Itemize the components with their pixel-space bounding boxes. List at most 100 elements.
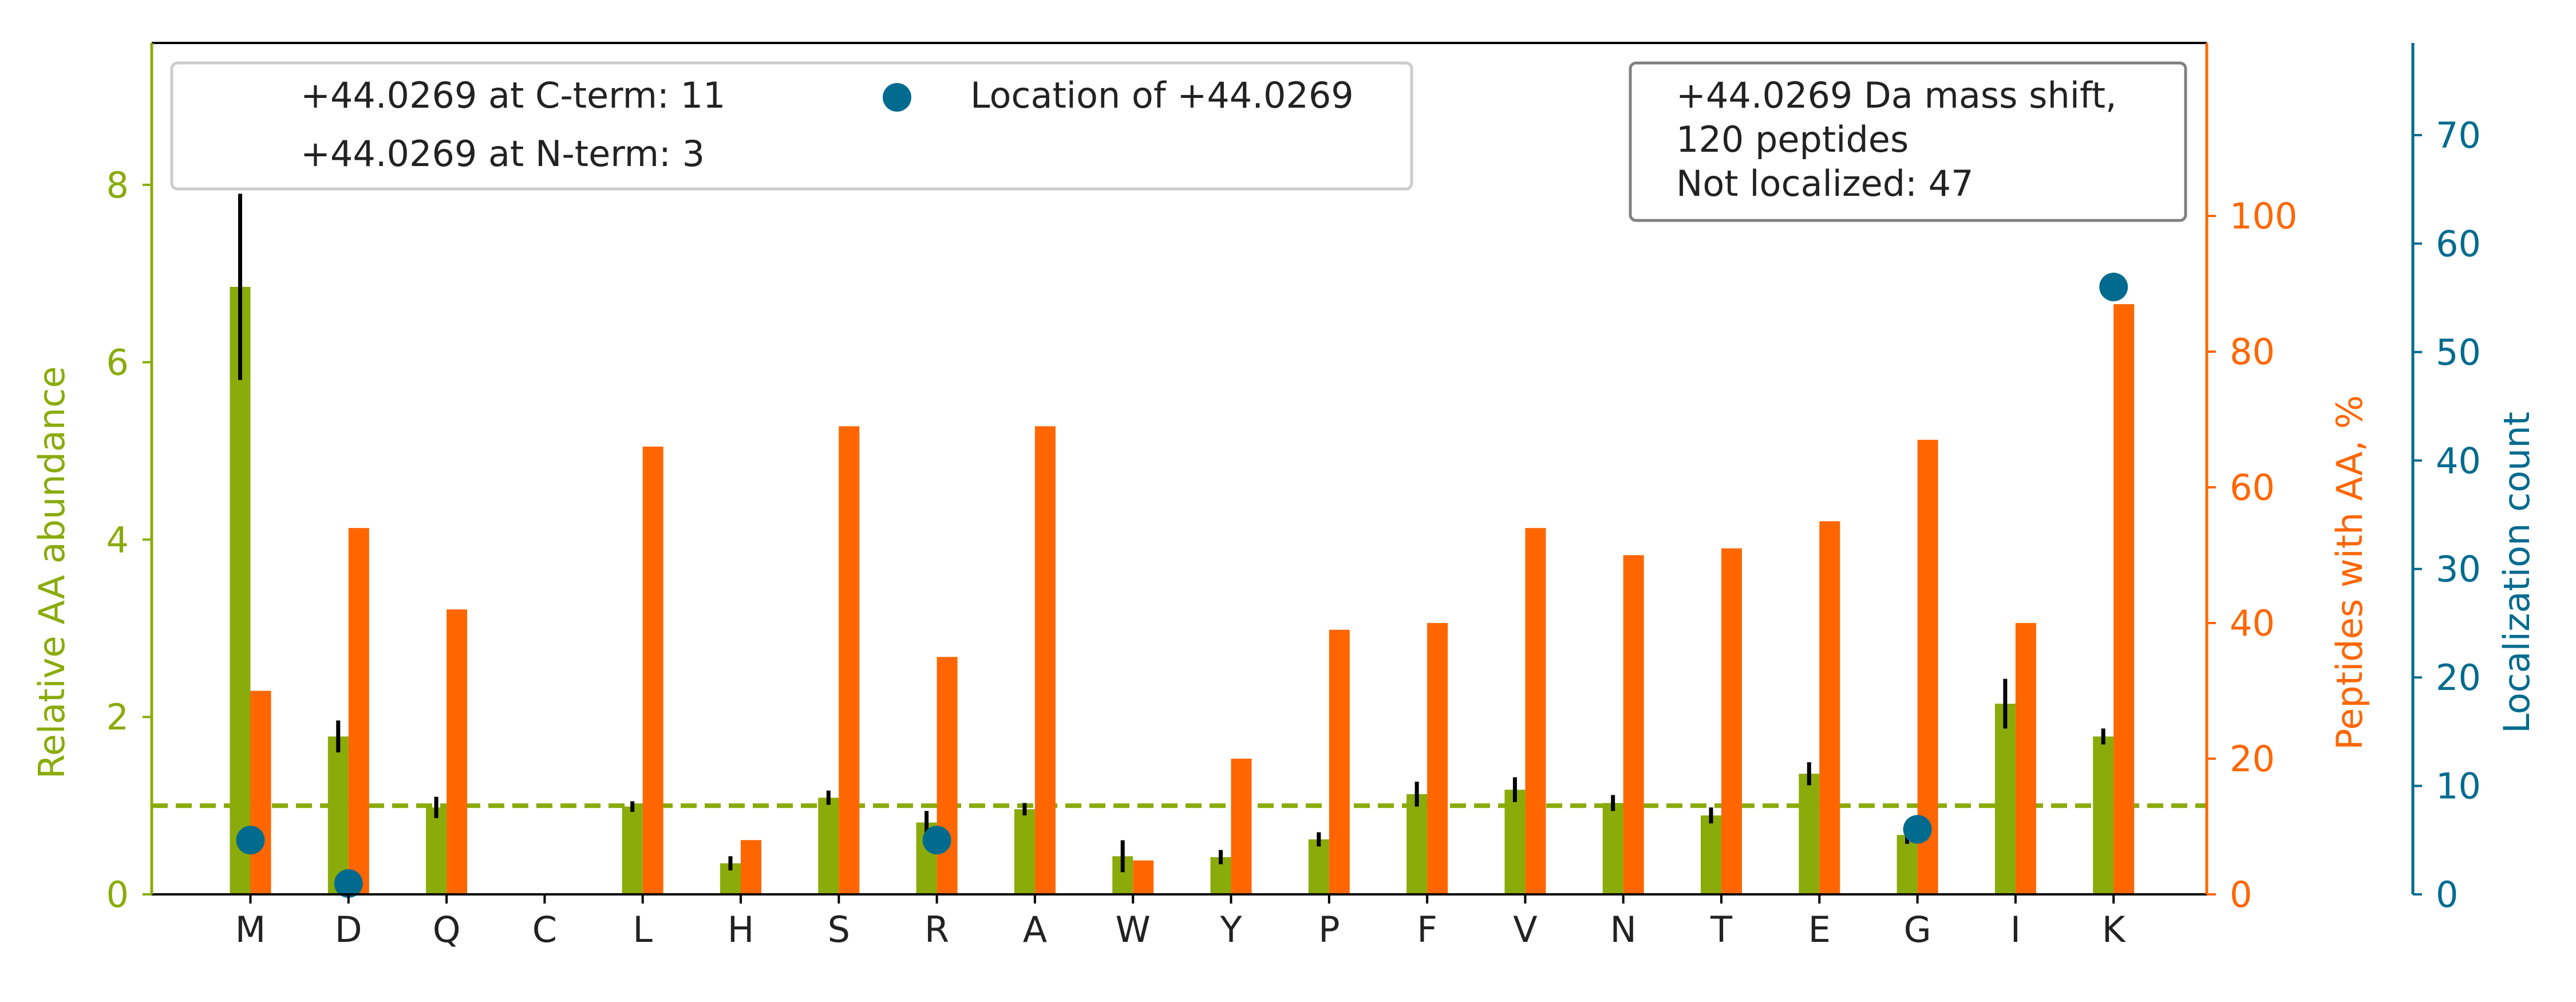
peptide-bar-V [1525,528,1546,894]
localization-tick-label: 30 [2436,549,2481,590]
peptide-bar-N [1623,555,1644,894]
x-tick-label-C: C [532,909,557,950]
x-tick-label-D: D [335,909,362,950]
x-tick-label-Q: Q [433,909,461,950]
x-tick-label-R: R [924,909,949,950]
peptide-bar-P [1329,629,1350,894]
peptide-bar-A [1034,426,1056,894]
info-line-peptides: 120 peptides [1676,119,1909,160]
abundance-bar-V [1504,790,1526,894]
left-axis-label: Relative AA abundance [31,366,73,779]
legend: +44.0269 at C-term: 11 +44.0269 at N-ter… [170,61,1413,191]
abundance-bar-S [818,798,839,894]
x-tick-label-S: S [828,909,850,950]
right-tick-label: 100 [2230,195,2297,237]
localization-points [236,273,2128,898]
localization-tick-label: 20 [2436,657,2481,699]
right-tick-label: 40 [2230,602,2275,644]
x-tick-label-E: E [1808,909,1831,950]
peptide-bar-H [741,840,761,894]
axes [150,42,2415,896]
x-tick-label-N: N [1610,909,1637,950]
abundance-bar-I [1994,703,2016,894]
abundance-bar-T [1701,815,1721,894]
right-tick-label: 0 [2230,874,2252,916]
localization-axis-ticks: 0 10 20 30 40 50 60 70 [2413,115,2481,916]
right-axis-label: Peptides with AA, % [2329,395,2370,750]
peptide-bar-S [839,426,860,894]
abundance-bars [230,286,2114,895]
peptide-bar-R [937,657,958,894]
location-point-D [334,869,363,898]
location-point-G [1903,815,1932,844]
peptide-bar-Q [447,609,468,894]
abundance-bar-E [1799,774,1820,894]
abundance-bar-A [1014,809,1035,894]
legend-entry-location: Location of +44.0269 [970,74,1354,116]
x-tick-label-P: P [1318,909,1340,950]
abundance-bar-D [327,736,349,894]
x-tick-label-M: M [235,909,266,950]
legend-marker-location [883,83,911,112]
left-tick-label: 4 [106,519,129,561]
x-tick-label-F: F [1417,909,1437,950]
legend-entry-n-term: +44.0269 at N-term: 3 [301,133,705,175]
abundance-bar-N [1602,803,1623,894]
abundance-bar-L [622,806,643,894]
peptide-bar-K [2113,304,2135,894]
abundance-bar-G [1897,835,1918,894]
localization-tick-label: 60 [2436,223,2481,265]
left-tick-label: 8 [106,164,129,206]
peptide-bar-L [642,446,663,894]
x-tick-label-L: L [633,909,653,950]
right-axis-ticks: 0 20 40 60 80 100 [2207,195,2297,916]
right-tick-label: 20 [2230,738,2275,780]
left-tick-label: 6 [106,342,129,384]
x-tick-label-W: W [1116,909,1151,950]
peptide-bar-M [250,691,271,894]
right-tick-label: 60 [2230,467,2275,508]
peptide-bar-Y [1231,759,1252,894]
right-tick-label: 80 [2230,331,2275,373]
peptide-bar-W [1133,860,1154,894]
info-box-frame [1629,61,2187,222]
x-tick-label-Y: Y [1220,909,1242,950]
abundance-bar-K [2093,736,2114,894]
peptide-bar-I [2015,623,2036,894]
localization-tick-label: 50 [2436,332,2481,373]
peptide-bar-T [1721,548,1742,894]
location-point-R [922,826,951,855]
localization-tick-label: 70 [2436,115,2481,156]
x-tick-label-V: V [1513,909,1537,950]
x-tick-label-K: K [2102,909,2126,950]
x-tick-label-G: G [1904,909,1931,950]
left-axis-ticks: 0 2 4 6 8 [106,164,152,916]
peptide-bar-E [1819,521,1840,894]
x-tick-label-A: A [1023,909,1047,950]
abundance-bar-F [1406,794,1428,894]
location-point-K [2099,273,2128,302]
x-tick-label-I: I [2010,909,2021,950]
peptide-bar-F [1427,623,1448,894]
x-tick-label-T: T [1710,909,1733,950]
localization-tick-label: 10 [2436,766,2481,807]
left-tick-label: 0 [106,874,129,916]
localization-tick-label: 0 [2436,874,2458,916]
localization-tick-label: 40 [2436,440,2481,482]
peptide-bars [250,304,2135,894]
abundance-bar-P [1308,839,1329,894]
localization-axis-label: Localization count [2496,412,2538,733]
abundance-bar-M [230,286,251,895]
peptide-bar-D [348,528,369,894]
x-tick-label-H: H [728,909,754,950]
info-line-not-localized: Not localized: 47 [1676,163,1974,204]
abundance-bar-Q [426,807,447,894]
info-box: +44.0269 Da mass shift, 120 peptides Not… [1629,61,2187,222]
info-line-mass-shift: +44.0269 Da mass shift, [1676,74,2117,116]
location-point-M [236,826,265,855]
legend-entry-c-term: +44.0269 at C-term: 11 [301,74,725,116]
legend-frame [170,61,1413,191]
left-tick-label: 2 [106,696,129,738]
